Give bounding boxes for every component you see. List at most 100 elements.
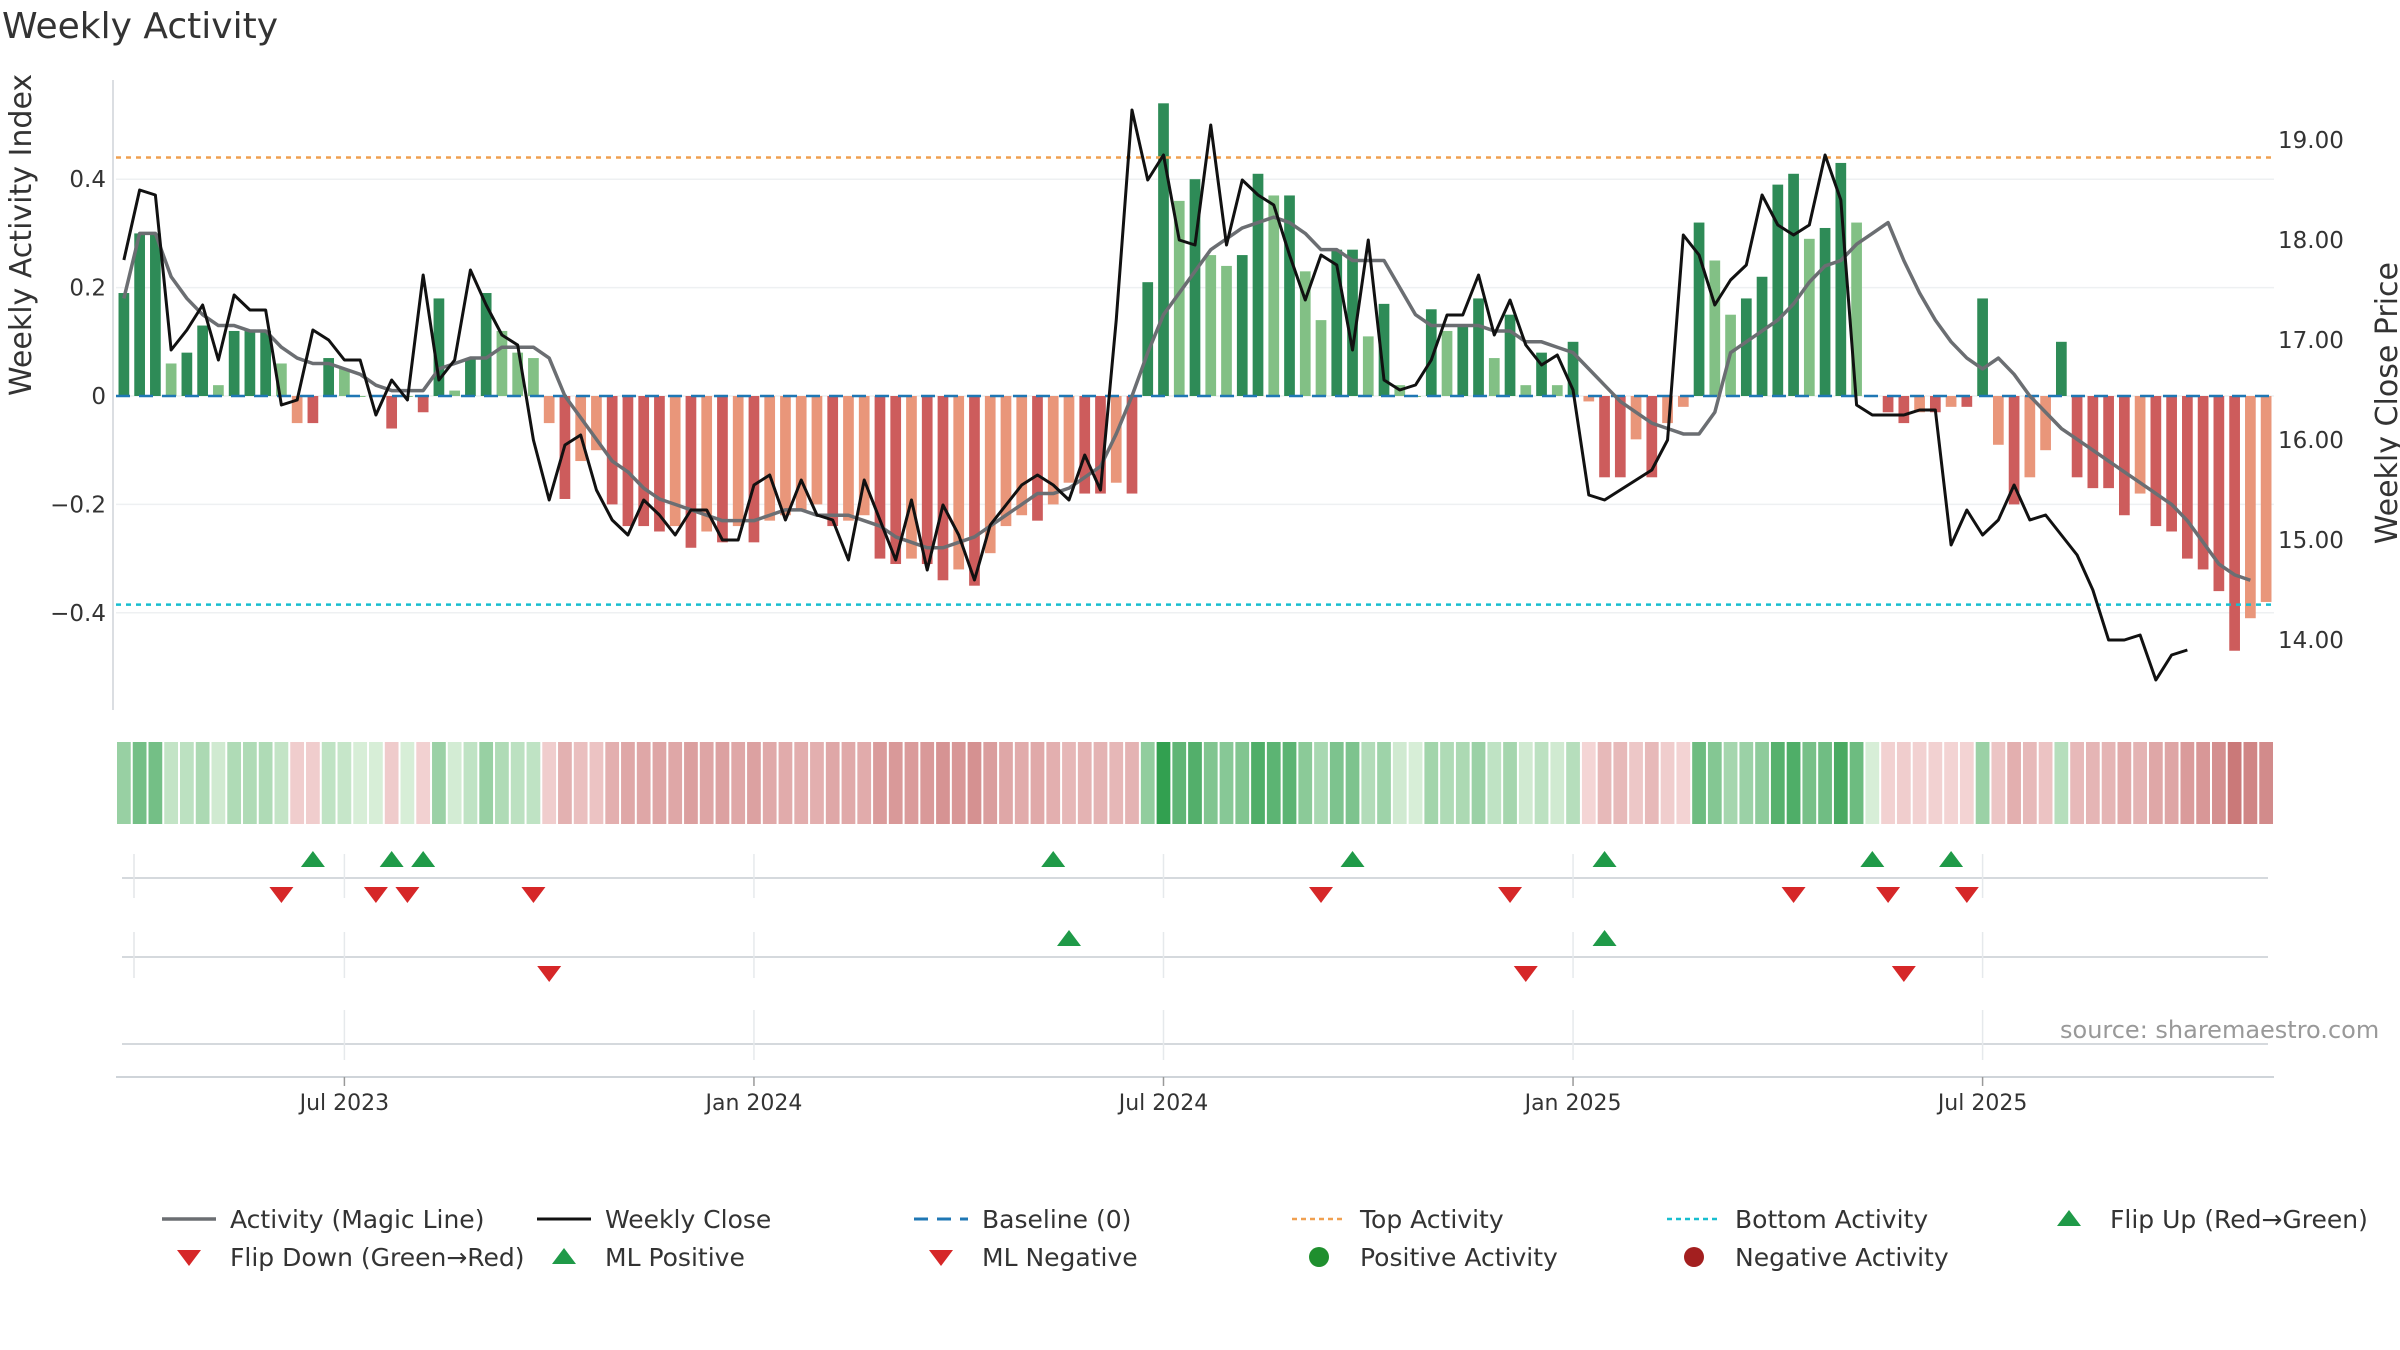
activity-bar bbox=[1063, 396, 1075, 483]
legend-item-baseline: Baseline (0) bbox=[912, 1204, 1131, 1234]
legend-item-top: Top Activity bbox=[1290, 1204, 1504, 1234]
activity-bar bbox=[1000, 396, 1012, 527]
activity-bar bbox=[1221, 265, 1232, 396]
activity-bar bbox=[1992, 396, 2004, 445]
activity-bar bbox=[118, 293, 130, 396]
activity-bar bbox=[953, 396, 965, 570]
weekly-close-line bbox=[122, 108, 2188, 682]
activity-bar bbox=[795, 396, 807, 510]
heat-cell bbox=[1345, 742, 1360, 824]
heat-cell bbox=[1298, 742, 1313, 824]
magic-line bbox=[122, 215, 2251, 582]
flip-down-marker bbox=[1876, 887, 1901, 903]
activity-bar bbox=[2008, 396, 2020, 505]
heat-cell bbox=[2243, 742, 2258, 824]
legend-symbol-magic bbox=[160, 1204, 218, 1234]
legend-item-mlpos: ML Positive bbox=[535, 1242, 745, 1272]
activity-bar bbox=[2024, 396, 2036, 478]
ml-positive-marker bbox=[1056, 930, 1081, 946]
activity-bar bbox=[528, 358, 539, 396]
heat-cell bbox=[888, 742, 903, 824]
activity-bar bbox=[307, 396, 319, 424]
heat-cell bbox=[794, 742, 809, 824]
legend-symbol-flipup bbox=[2040, 1204, 2098, 1234]
activity-bar bbox=[496, 330, 508, 396]
activity-bar bbox=[2119, 396, 2130, 516]
activity-bar bbox=[1835, 162, 1847, 396]
heat-cell bbox=[243, 742, 257, 824]
activity-bar bbox=[2134, 396, 2146, 494]
flip-up-marker bbox=[379, 851, 404, 867]
heat-cell bbox=[1818, 742, 1832, 824]
flip-up-marker bbox=[1939, 851, 1964, 867]
activity-bar bbox=[780, 396, 791, 516]
activity-bar bbox=[1441, 330, 1453, 396]
activity-bar bbox=[1047, 396, 1059, 505]
legend-symbol-close bbox=[535, 1204, 593, 1234]
flip-down-marker bbox=[363, 887, 388, 903]
heat-cell bbox=[353, 742, 368, 824]
heat-cell bbox=[416, 742, 431, 824]
heat-cell bbox=[432, 742, 446, 824]
heat-cell bbox=[321, 742, 336, 824]
heat-cell bbox=[1707, 742, 1722, 824]
activity-bar bbox=[165, 363, 177, 396]
heat-cell bbox=[1896, 742, 1911, 824]
y2-tick-label: 16.00 bbox=[2278, 428, 2344, 454]
activity-bar bbox=[134, 233, 145, 396]
heat-cell bbox=[148, 742, 163, 824]
heat-cell bbox=[1408, 742, 1423, 824]
chart-legend: Activity (Magic Line) Weekly Close Baselin… bbox=[160, 1204, 2400, 1284]
y2-tick-label: 17.00 bbox=[2278, 328, 2344, 354]
heat-cell bbox=[1518, 742, 1533, 824]
activity-bar bbox=[1315, 320, 1327, 396]
heat-cell bbox=[1172, 742, 1187, 824]
legend-label: Baseline (0) bbox=[982, 1204, 1132, 1234]
legend-item-negact: Negative Activity bbox=[1665, 1242, 1949, 1272]
heat-cell bbox=[747, 742, 761, 824]
heat-cell bbox=[306, 742, 320, 824]
activity-bar bbox=[1977, 298, 1988, 396]
heat-cell bbox=[920, 742, 935, 824]
activity-bar bbox=[480, 293, 492, 396]
heat-cell bbox=[2101, 742, 2116, 824]
heat-cell bbox=[699, 742, 714, 824]
activity-bar bbox=[2260, 396, 2272, 602]
heat-cell bbox=[2054, 742, 2069, 824]
activity-bar bbox=[622, 396, 634, 527]
heat-cell bbox=[1613, 742, 1628, 824]
activity-bar bbox=[2103, 396, 2114, 489]
activity-bar bbox=[1095, 396, 1106, 494]
heat-cell bbox=[1755, 742, 1769, 824]
activity-bar bbox=[685, 396, 697, 548]
activity-bar bbox=[339, 368, 350, 396]
activity-bar bbox=[921, 396, 933, 565]
heat-cell bbox=[1077, 742, 1092, 824]
heat-cell bbox=[2259, 742, 2273, 824]
heat-cell bbox=[904, 742, 919, 824]
heat-cell bbox=[2227, 742, 2242, 824]
activity-bar bbox=[1709, 260, 1721, 396]
activity-bar bbox=[748, 396, 760, 543]
heat-cell bbox=[621, 742, 635, 824]
activity-bar bbox=[1299, 271, 1311, 396]
heat-cell bbox=[1377, 742, 1391, 824]
heat-cell bbox=[164, 742, 179, 824]
heat-cell bbox=[384, 742, 399, 824]
legend-item-flipup: Flip Up (Red→Green) bbox=[2040, 1204, 2368, 1234]
activity-bar bbox=[276, 363, 287, 396]
heat-cell bbox=[2164, 742, 2179, 824]
heat-cell bbox=[715, 742, 730, 824]
activity-bar bbox=[2182, 396, 2193, 559]
flip-down-marker bbox=[1781, 887, 1806, 903]
activity-bar bbox=[1662, 396, 1673, 424]
heat-cell bbox=[605, 742, 620, 824]
activity-bar bbox=[1032, 396, 1043, 521]
activity-bar bbox=[213, 385, 224, 396]
activity-bar bbox=[465, 358, 476, 396]
activity-bar bbox=[1646, 396, 1658, 478]
heat-cell bbox=[731, 742, 746, 824]
flip-up-marker bbox=[1860, 851, 1885, 867]
heat-cell bbox=[526, 742, 541, 824]
heat-cell bbox=[1597, 742, 1612, 824]
